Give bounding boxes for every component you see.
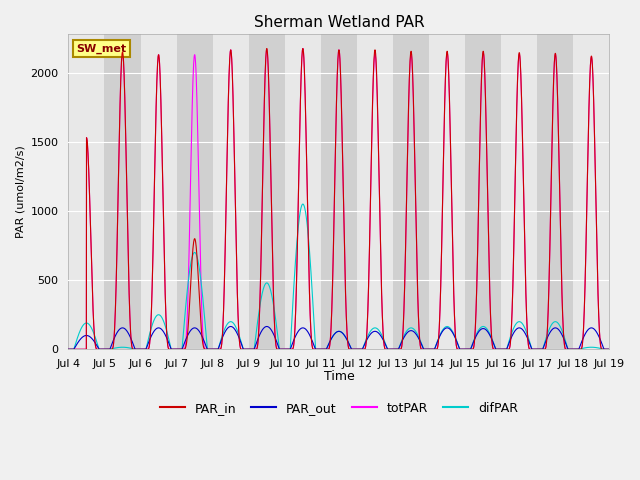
Line: totPAR: totPAR: [68, 48, 609, 349]
PAR_in: [65, 347, 72, 352]
PAR_in: [605, 347, 613, 352]
Bar: [393, 34, 429, 349]
PAR_out: [537, 347, 545, 352]
PAR_in: [126, 322, 134, 327]
totPAR: [595, 318, 603, 324]
totPAR: [65, 347, 72, 352]
Bar: [465, 34, 501, 349]
difPAR: [595, 345, 603, 351]
PAR_out: [272, 337, 280, 343]
PAR_in: [159, 160, 166, 166]
Bar: [104, 34, 141, 349]
Text: SW_met: SW_met: [77, 43, 127, 54]
Title: Sherman Wetland PAR: Sherman Wetland PAR: [253, 15, 424, 30]
difPAR: [126, 345, 134, 351]
PAR_in: [296, 139, 303, 144]
totPAR: [272, 342, 280, 348]
Bar: [429, 34, 465, 349]
totPAR: [126, 322, 134, 327]
difPAR: [65, 347, 72, 352]
PAR_out: [126, 334, 134, 340]
difPAR: [299, 201, 307, 207]
PAR_out: [296, 327, 303, 333]
totPAR: [296, 147, 303, 153]
Bar: [285, 34, 321, 349]
X-axis label: Time: Time: [324, 371, 355, 384]
Y-axis label: PAR (umol/m2/s): PAR (umol/m2/s): [15, 145, 25, 238]
difPAR: [272, 319, 280, 324]
totPAR: [299, 46, 307, 51]
difPAR: [605, 347, 613, 352]
Line: PAR_out: PAR_out: [68, 326, 609, 349]
Bar: [538, 34, 573, 349]
totPAR: [605, 347, 613, 352]
difPAR: [296, 215, 303, 221]
Bar: [68, 34, 104, 349]
Bar: [177, 34, 212, 349]
PAR_out: [605, 347, 613, 352]
PAR_out: [159, 327, 166, 333]
PAR_in: [263, 46, 271, 51]
Bar: [141, 34, 177, 349]
totPAR: [537, 347, 545, 352]
Bar: [212, 34, 249, 349]
PAR_out: [65, 347, 72, 352]
PAR_out: [227, 324, 234, 329]
Legend: PAR_in, PAR_out, totPAR, difPAR: PAR_in, PAR_out, totPAR, difPAR: [155, 396, 524, 420]
Bar: [573, 34, 609, 349]
PAR_out: [595, 334, 603, 339]
difPAR: [159, 315, 166, 321]
Line: difPAR: difPAR: [68, 204, 609, 349]
PAR_in: [537, 347, 545, 352]
Bar: [357, 34, 393, 349]
totPAR: [159, 160, 166, 166]
difPAR: [537, 347, 545, 352]
Bar: [501, 34, 538, 349]
PAR_in: [595, 318, 603, 324]
Bar: [321, 34, 357, 349]
Line: PAR_in: PAR_in: [68, 48, 609, 349]
Bar: [249, 34, 285, 349]
PAR_in: [272, 344, 280, 349]
